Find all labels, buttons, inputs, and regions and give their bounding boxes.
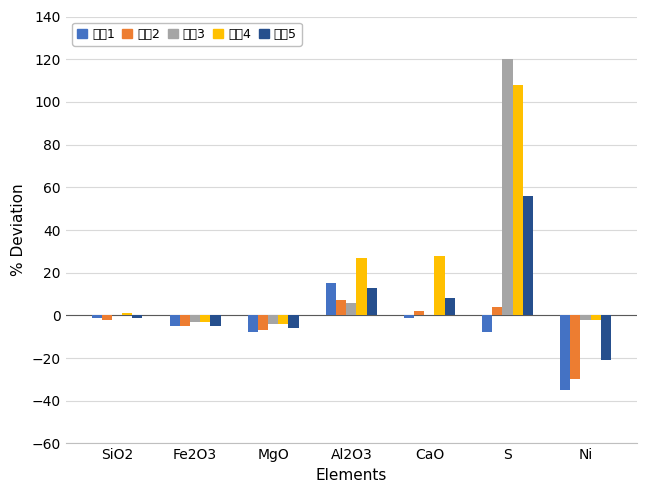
Bar (92, 315, 102, 318)
Bar (248, 315, 258, 332)
Bar (560, 315, 570, 390)
Bar (258, 315, 268, 330)
Bar (414, 311, 424, 315)
Bar (346, 303, 356, 315)
Bar (102, 315, 112, 320)
Bar (445, 298, 455, 315)
Legend: 계열1, 계열2, 계열3, 계열4, 계열5: 계열1, 계열2, 계열3, 계열4, 계열5 (72, 23, 301, 46)
X-axis label: Elements: Elements (316, 468, 387, 483)
Bar (336, 300, 346, 315)
Bar (211, 315, 220, 326)
Bar (434, 256, 445, 315)
Bar (570, 315, 581, 379)
Bar (482, 315, 492, 332)
Bar (523, 196, 533, 315)
Bar (581, 315, 590, 320)
Bar (601, 315, 611, 360)
Bar (590, 315, 601, 320)
Bar (170, 315, 180, 326)
Y-axis label: % Deviation: % Deviation (11, 184, 26, 276)
Bar (132, 315, 143, 318)
Bar (326, 284, 336, 315)
Bar (180, 315, 190, 326)
Bar (502, 59, 513, 315)
Bar (268, 315, 279, 324)
Bar (492, 307, 502, 315)
Bar (404, 315, 414, 318)
Bar (288, 315, 299, 328)
Bar (367, 288, 376, 315)
Bar (513, 85, 523, 315)
Bar (122, 313, 132, 315)
Bar (200, 315, 211, 322)
Bar (279, 315, 288, 324)
Bar (190, 315, 200, 322)
Bar (356, 258, 367, 315)
